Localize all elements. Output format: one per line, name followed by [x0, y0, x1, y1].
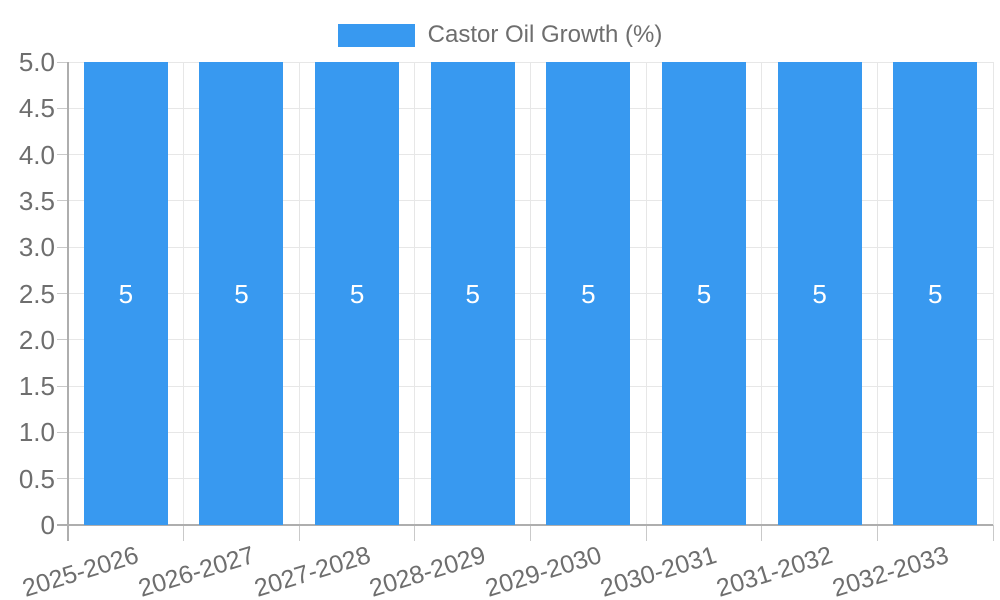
y-tick — [57, 293, 68, 294]
y-tick — [57, 154, 68, 156]
y-tick — [57, 61, 68, 63]
y-tick — [57, 339, 68, 341]
y-axis-label: 3.0 — [18, 232, 55, 263]
y-tick — [57, 200, 68, 202]
x-tick — [414, 525, 416, 541]
x-axis-label: 2029-2030 — [481, 541, 605, 600]
bar-value-label: 5 — [927, 278, 943, 309]
y-tick — [57, 431, 68, 433]
y-axis-label: 3.5 — [18, 185, 55, 216]
bar-value-label: 5 — [349, 278, 365, 309]
x-gridline — [992, 62, 994, 525]
legend-color-swatch — [337, 23, 415, 47]
x-tick — [530, 525, 531, 541]
legend-label: Castor Oil Growth (%) — [427, 21, 663, 48]
bar-value-label: 5 — [581, 278, 596, 309]
x-axis-label: 2032-2033 — [828, 541, 952, 600]
y-tick — [57, 246, 68, 248]
bar: 5 — [315, 62, 400, 525]
x-gridline — [183, 62, 185, 525]
bar-value-label: 5 — [812, 278, 827, 309]
bar: 5 — [430, 62, 515, 525]
x-axis-line — [57, 524, 993, 526]
x-gridline — [530, 62, 531, 525]
bar: 5 — [893, 62, 978, 525]
y-axis-label: 0 — [40, 510, 55, 540]
y-axis-label: 4.5 — [18, 93, 55, 124]
bar-value-label: 5 — [465, 278, 480, 309]
y-axis-label: 4.0 — [18, 139, 55, 170]
x-tick — [183, 525, 185, 541]
bar: 5 — [199, 62, 284, 525]
y-axis-label: 1.5 — [18, 371, 55, 402]
x-gridline — [414, 62, 416, 525]
x-axis-label: 2030-2031 — [597, 541, 721, 600]
x-gridline — [761, 62, 763, 525]
x-axis-label: 2028-2029 — [366, 541, 489, 600]
y-axis-label: 2.5 — [18, 278, 55, 309]
x-gridline — [298, 62, 300, 525]
y-tick — [57, 107, 68, 109]
y-axis-label: 1.0 — [18, 417, 55, 448]
bar: 5 — [777, 62, 862, 525]
legend: Castor Oil Growth (%) — [0, 21, 1000, 49]
x-axis-label: 2025-2026 — [19, 541, 142, 600]
bar-value-label: 5 — [234, 278, 249, 309]
y-axis-label: 0.5 — [18, 463, 55, 494]
bar-value-label: 5 — [696, 278, 712, 309]
x-tick — [761, 525, 763, 541]
x-tick — [992, 525, 994, 541]
y-axis-label: 2.0 — [18, 324, 55, 355]
x-tick — [645, 525, 647, 541]
x-tick — [298, 525, 300, 541]
y-tick — [57, 385, 68, 387]
x-gridline — [876, 62, 878, 525]
x-axis-label: 2027-2028 — [250, 541, 374, 600]
bar: 5 — [546, 62, 631, 525]
x-tick — [876, 525, 878, 541]
bar: 5 — [83, 62, 168, 525]
y-axis-label: 5.0 — [18, 47, 55, 77]
x-axis-label: 2031-2032 — [713, 541, 836, 600]
y-tick — [57, 478, 68, 480]
y-axis-line — [67, 62, 69, 541]
x-axis-label: 2026-2027 — [135, 541, 258, 600]
bar-value-label: 5 — [118, 278, 134, 309]
x-gridline — [645, 62, 647, 525]
bar: 5 — [661, 62, 746, 525]
